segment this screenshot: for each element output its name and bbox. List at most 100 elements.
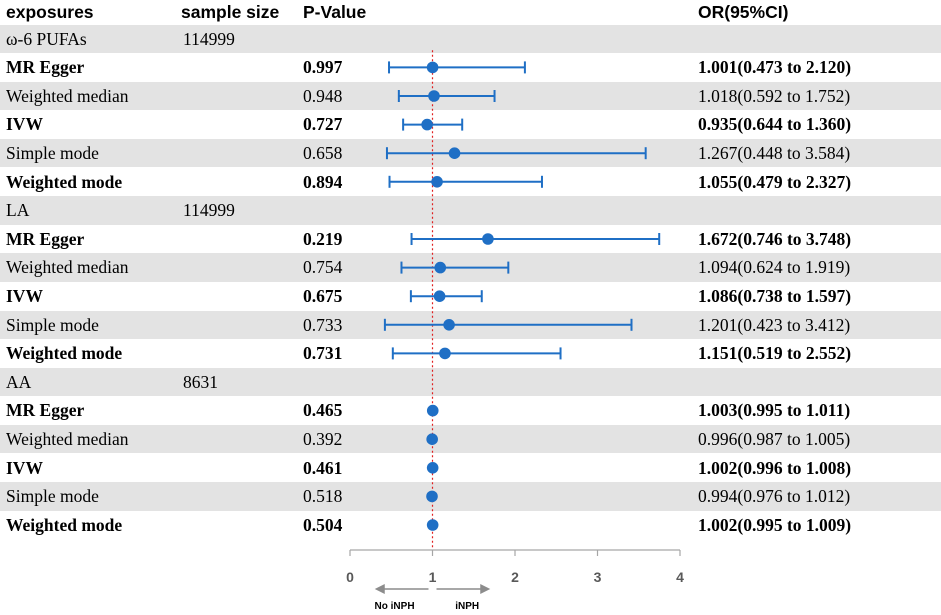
- no-inph-label: No iNPH: [375, 601, 415, 612]
- estimate-group: [426, 404, 439, 417]
- header-or-ci: OR(95%CI): [698, 2, 789, 22]
- point-estimate: [426, 404, 439, 417]
- header-sample-size: sample size: [181, 2, 280, 22]
- method-label: MR Egger: [6, 400, 85, 421]
- point-estimate: [426, 61, 439, 74]
- point-estimate: [439, 347, 451, 360]
- table-row: IVW 0.727 0.935(0.644 to 1.360): [0, 110, 941, 139]
- p-value: 0.675: [303, 285, 343, 306]
- p-value: 0.392: [303, 428, 343, 449]
- right-arrow-head: [480, 584, 491, 594]
- or-ci-value: 1.151(0.519 to 2.552): [698, 343, 852, 364]
- p-value: 0.733: [303, 314, 343, 335]
- estimate-group: [410, 233, 661, 245]
- or-ci-value: 1.018(0.592 to 1.752): [698, 85, 851, 106]
- or-ci-value: 1.055(0.479 to 2.327): [698, 171, 852, 192]
- method-label: MR Egger: [6, 57, 85, 78]
- table-row: MR Egger 0.219 1.672(0.746 to 3.748): [0, 225, 941, 254]
- or-ci-value: 1.002(0.995 to 1.009): [698, 514, 852, 535]
- p-value: 0.948: [303, 85, 343, 106]
- or-ci-value: 1.672(0.746 to 3.748): [698, 228, 852, 249]
- table-row: Simple mode 0.518 0.994(0.976 to 1.012): [0, 482, 941, 511]
- p-value: 0.219: [303, 228, 343, 249]
- point-estimate: [434, 261, 447, 274]
- sample-size-value: 8631: [183, 371, 218, 392]
- method-label: Simple mode: [6, 314, 99, 335]
- estimate-group: [426, 490, 438, 503]
- estimate-group: [409, 290, 483, 303]
- point-estimate: [426, 462, 439, 474]
- method-label: Weighted mode: [6, 343, 123, 364]
- x-tick-label: 3: [594, 569, 602, 585]
- method-label: Weighted mode: [6, 514, 123, 535]
- table-row: IVW 0.461 1.002(0.996 to 1.008): [0, 454, 941, 483]
- estimate-group: [426, 519, 439, 531]
- method-label: Weighted median: [6, 85, 129, 106]
- exposure-label: LA: [6, 200, 30, 221]
- inph-label: iNPH: [455, 601, 479, 612]
- or-ci-value: 1.003(0.995 to 1.011): [698, 400, 851, 421]
- p-value: 0.731: [303, 343, 343, 364]
- table-row: IVW 0.675 1.086(0.738 to 1.597): [0, 282, 941, 311]
- point-estimate: [431, 176, 443, 188]
- table-row: Weighted mode 0.504 1.002(0.995 to 1.009): [0, 511, 941, 540]
- method-label: Weighted median: [6, 257, 129, 278]
- p-value: 0.465: [303, 400, 343, 421]
- x-tick-label: 1: [429, 569, 437, 585]
- point-estimate: [426, 519, 439, 531]
- point-estimate: [433, 290, 446, 303]
- point-estimate: [443, 319, 455, 331]
- estimate-group: [400, 261, 510, 274]
- p-value: 0.504: [303, 514, 343, 535]
- method-label: IVW: [6, 285, 43, 306]
- table-row: Weighted mode 0.731 1.151(0.519 to 2.552): [0, 339, 941, 368]
- exposure-label: AA: [6, 371, 32, 392]
- or-ci-value: 1.086(0.738 to 1.597): [698, 285, 852, 306]
- header-p-value: P-Value: [303, 2, 367, 22]
- or-ci-value: 1.094(0.624 to 1.919): [698, 257, 851, 278]
- sample-size-value: 114999: [183, 200, 235, 221]
- point-estimate: [426, 490, 438, 503]
- group-row: AA 8631: [0, 367, 941, 397]
- point-estimate: [426, 433, 438, 446]
- sample-size-value: 114999: [183, 28, 235, 49]
- or-ci-value: 0.935(0.644 to 1.360): [698, 114, 852, 135]
- method-label: Simple mode: [6, 142, 99, 163]
- estimate-group: [402, 118, 464, 131]
- group-row: LA 114999: [0, 196, 941, 225]
- p-value: 0.461: [303, 457, 343, 478]
- estimate-group: [397, 90, 496, 102]
- or-ci-value: 1.002(0.996 to 1.008): [698, 457, 852, 478]
- table-row: Weighted median 0.754 1.094(0.624 to 1.919…: [0, 253, 941, 282]
- point-estimate: [421, 118, 433, 131]
- p-value: 0.727: [303, 114, 343, 135]
- estimate-group: [426, 433, 438, 446]
- x-tick-label: 2: [511, 569, 519, 585]
- table-row: Simple mode 0.658 1.267(0.448 to 3.584): [0, 138, 941, 168]
- method-label: MR Egger: [6, 228, 85, 249]
- x-tick-label: 0: [346, 569, 354, 585]
- p-value: 0.894: [303, 171, 343, 192]
- estimate-group: [388, 61, 526, 74]
- or-ci-value: 1.267(0.448 to 3.584): [698, 142, 851, 163]
- estimate-group: [426, 462, 439, 474]
- p-value: 0.518: [303, 486, 343, 507]
- table-row: Weighted mode 0.894 1.055(0.479 to 2.327): [0, 168, 941, 197]
- method-label: Weighted median: [6, 428, 129, 449]
- table-row: MR Egger 0.997 1.001(0.473 to 2.120): [0, 53, 941, 82]
- point-estimate: [428, 90, 440, 102]
- estimate-group: [391, 347, 562, 360]
- table-row: Weighted median 0.392 0.996(0.987 to 1.005…: [0, 424, 941, 454]
- method-label: Simple mode: [6, 486, 99, 507]
- x-tick-label: 4: [676, 569, 684, 585]
- or-ci-value: 0.994(0.976 to 1.012): [698, 486, 851, 507]
- or-ci-value: 1.201(0.423 to 3.412): [698, 314, 851, 335]
- p-value: 0.754: [303, 257, 343, 278]
- or-ci-value: 0.996(0.987 to 1.005): [698, 428, 851, 449]
- point-estimate: [448, 147, 461, 159]
- method-label: IVW: [6, 457, 43, 478]
- p-value: 0.658: [303, 142, 343, 163]
- table-row: MR Egger 0.465 1.003(0.995 to 1.011): [0, 396, 941, 425]
